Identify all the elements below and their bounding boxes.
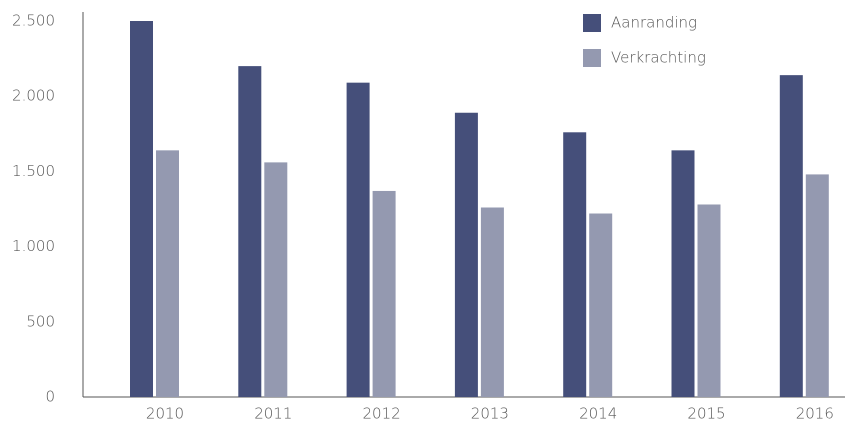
y-tick-label: 1.000 (12, 237, 55, 255)
x-tick-label: 2011 (254, 405, 292, 423)
x-tick-label: 2010 (146, 405, 184, 423)
bar (264, 162, 288, 397)
bar (454, 112, 478, 397)
bar (779, 75, 803, 398)
bar (346, 82, 370, 397)
bar (156, 150, 179, 397)
x-tick-label: 2015 (687, 405, 725, 423)
x-tick-label: 2012 (363, 405, 401, 423)
bar (372, 190, 396, 397)
x-tick-label: 2013 (471, 405, 509, 423)
bar (805, 174, 829, 397)
x-tick-label: 2014 (579, 405, 617, 423)
y-tick-label: 2.500 (12, 12, 55, 30)
y-tick-label: 1.500 (12, 162, 55, 180)
legend-label: Aanranding (611, 14, 697, 32)
legend-swatch (583, 49, 601, 67)
bar (563, 132, 587, 397)
bar (671, 150, 695, 397)
legend-swatch (583, 14, 601, 32)
y-tick-label: 0 (45, 388, 55, 406)
y-tick-label: 2.000 (12, 87, 55, 105)
bar (238, 66, 262, 398)
bar (589, 213, 613, 397)
legend-label: Verkrachting (611, 49, 706, 67)
y-tick-label: 500 (26, 312, 55, 330)
bar (130, 21, 153, 397)
bar (480, 207, 504, 397)
x-tick-label: 2016 (796, 405, 834, 423)
bar (697, 204, 721, 397)
